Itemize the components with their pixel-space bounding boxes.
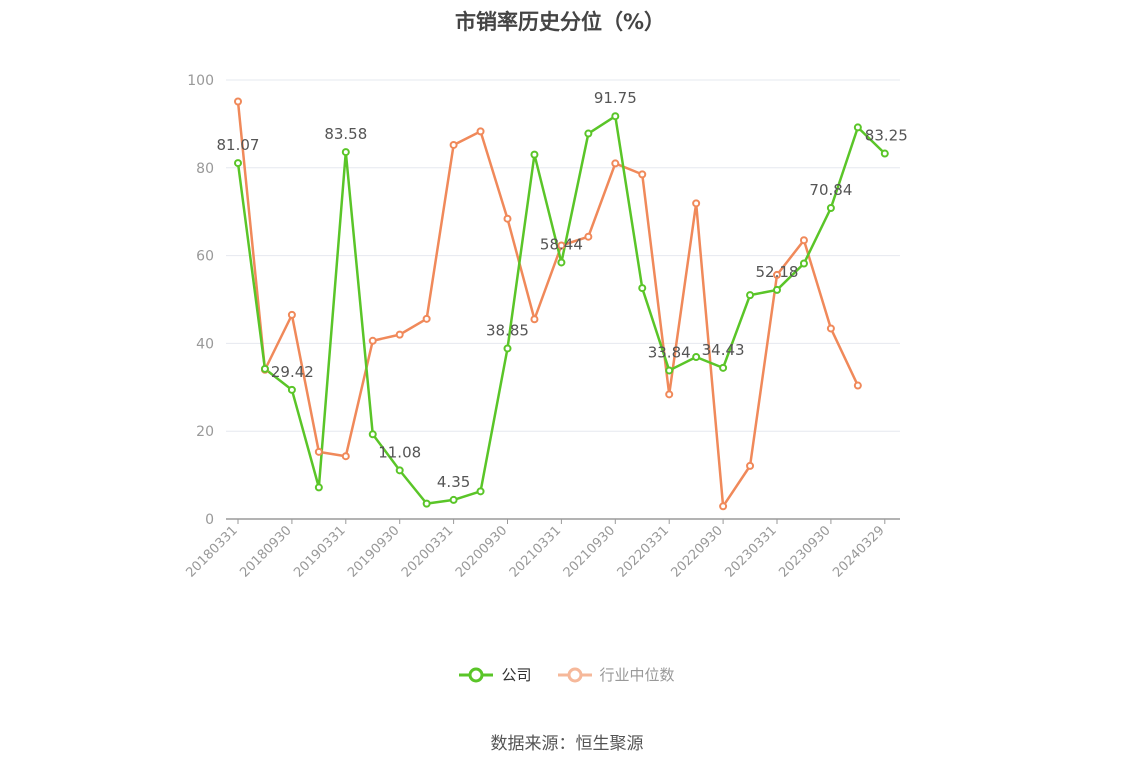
point-industry [395,330,404,339]
point-company [584,129,593,138]
data-label: 91.75 [594,89,637,107]
point-industry [665,390,674,399]
point-company [530,150,539,159]
x-tick-label: 20230331 [722,523,779,580]
point-industry [368,336,377,345]
point-company [746,291,755,300]
data-label: 33.84 [648,343,691,361]
y-tick-label: 80 [196,161,214,177]
chart-title: 市销率历史分位（%） [454,10,666,34]
data-label: 83.58 [324,125,367,143]
data-label: 58.44 [540,235,583,253]
data-label: 11.08 [378,443,421,461]
legend-company-label: 公司 [501,666,532,684]
x-tick-label: 20180930 [237,523,294,580]
x-tick-label: 20200930 [453,523,510,580]
data-label: 83.25 [865,127,908,145]
data-label: 29.42 [271,363,314,381]
point-company [638,284,647,293]
y-tick-label: 60 [196,249,214,265]
point-industry [234,97,242,106]
point-industry [584,232,593,241]
legend-industry-swatch [557,667,592,682]
data-label: 70.84 [809,181,852,199]
data-label: 34.43 [702,341,745,359]
x-tick-label: 20200331 [399,523,456,580]
point-industry [638,170,647,179]
point-industry [476,127,485,136]
point-company [853,123,862,132]
series-points [234,97,889,511]
data-label: 4.35 [437,473,470,491]
point-company [503,344,512,353]
data-label: 52.18 [756,263,799,281]
point-company [260,364,269,373]
point-industry [287,310,296,319]
point-industry [853,381,862,390]
data-source: 数据来源：恒生聚源 [490,734,644,754]
point-company [422,499,431,508]
point-company [368,430,377,439]
point-company [476,487,485,496]
y-tick-label: 0 [205,512,214,528]
point-industry [719,502,728,511]
series-lines [236,101,886,508]
point-company [449,495,458,504]
point-company [395,466,404,475]
x-tick-label: 20220331 [615,523,672,580]
point-company [665,366,674,375]
legend-item-industry[interactable]: 行业中位数 [557,664,675,685]
x-tick-label: 20220930 [669,523,726,580]
legend-company-swatch [459,667,494,682]
point-company [557,258,566,267]
point-company [314,483,323,492]
point-industry [773,270,781,279]
point-industry [530,315,539,324]
data-label: 38.85 [486,321,529,339]
point-company [880,149,889,158]
x-tick-label: 20210930 [561,523,618,580]
legend: 公司 行业中位数 [0,664,1134,685]
axes: 0 20 40 60 80 100 2018033120180930201903312019… [183,73,900,581]
data-label: 81.07 [217,136,260,154]
x-tick-label: 20190930 [345,523,402,580]
point-company [611,112,620,121]
x-tick-label: 20210331 [507,523,564,580]
y-tick-label: 100 [187,73,214,89]
point-industry [341,452,350,461]
point-company [773,285,781,294]
point-company [719,363,728,372]
point-company [287,385,296,394]
legend-item-company[interactable]: 公司 [459,664,532,685]
y-tick-label: 20 [196,424,214,440]
point-industry [314,447,323,456]
point-industry [449,140,458,149]
point-industry [611,159,620,168]
series-line-industry [236,101,859,508]
point-industry [692,199,701,208]
point-industry [826,324,835,333]
point-industry [746,461,755,470]
point-company [692,353,701,362]
point-company [799,259,808,268]
x-tick-label: 20190331 [291,523,348,580]
x-tick-label: 20230930 [776,523,833,580]
point-company [826,204,835,213]
point-company [341,148,350,157]
point-industry [422,314,431,323]
legend-industry-label: 行业中位数 [599,666,675,684]
point-industry [503,214,512,223]
data-labels: 81.07 29.42 83.58 11.08 4.35 38.85 58.44 91.75 3… [217,89,908,491]
point-industry [557,241,566,250]
y-tick-label: 40 [196,336,214,352]
x-tick-label: 20240329 [830,523,887,580]
x-tick-label: 20180331 [183,523,240,580]
point-company [234,159,242,168]
point-industry [799,236,808,245]
series-line-company [236,114,886,505]
